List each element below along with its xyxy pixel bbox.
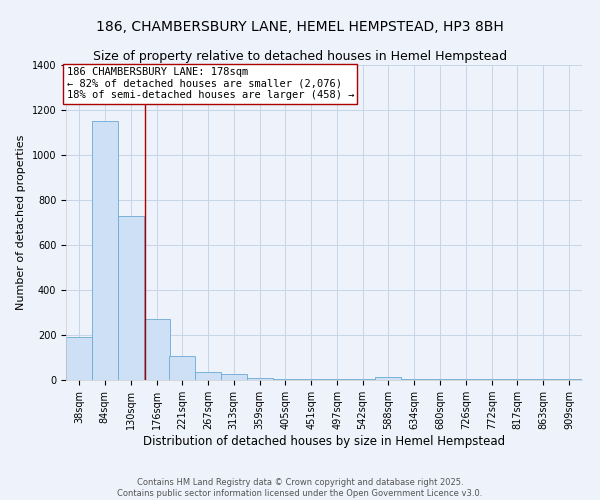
Bar xyxy=(479,379,505,380)
Bar xyxy=(324,379,350,380)
Bar xyxy=(376,376,401,380)
Text: 186, CHAMBERSBURY LANE, HEMEL HEMPSTEAD, HP3 8BH: 186, CHAMBERSBURY LANE, HEMEL HEMPSTEAD,… xyxy=(96,20,504,34)
Bar xyxy=(298,379,324,380)
Bar xyxy=(221,374,247,380)
Bar xyxy=(505,379,530,380)
Bar xyxy=(427,379,453,380)
Text: Size of property relative to detached houses in Hemel Hempstead: Size of property relative to detached ho… xyxy=(93,50,507,63)
Bar xyxy=(195,372,221,380)
Text: 186 CHAMBERSBURY LANE: 178sqm
← 82% of detached houses are smaller (2,076)
18% o: 186 CHAMBERSBURY LANE: 178sqm ← 82% of d… xyxy=(67,67,354,100)
Bar xyxy=(556,379,582,380)
Y-axis label: Number of detached properties: Number of detached properties xyxy=(16,135,26,310)
Bar xyxy=(143,320,170,380)
Bar xyxy=(453,379,479,380)
Bar xyxy=(272,379,298,380)
Bar xyxy=(247,378,272,380)
Bar xyxy=(169,356,195,380)
Text: Contains HM Land Registry data © Crown copyright and database right 2025.
Contai: Contains HM Land Registry data © Crown c… xyxy=(118,478,482,498)
Bar xyxy=(118,216,143,380)
Bar xyxy=(66,337,92,380)
Bar xyxy=(350,379,376,380)
Bar xyxy=(530,379,556,380)
Bar xyxy=(401,379,427,380)
X-axis label: Distribution of detached houses by size in Hemel Hempstead: Distribution of detached houses by size … xyxy=(143,435,505,448)
Bar xyxy=(92,121,118,380)
